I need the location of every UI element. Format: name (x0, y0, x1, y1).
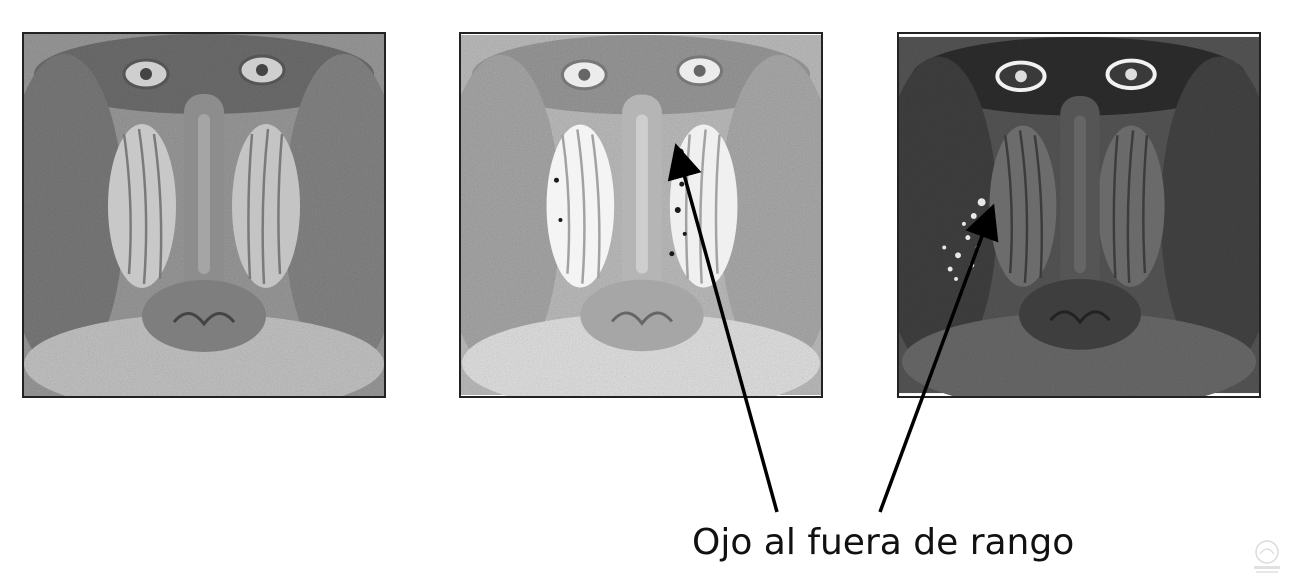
mandrill-image-bright (459, 32, 823, 398)
mandrill-face-original (24, 34, 384, 396)
caption-text: Ojo al fuera de rango (692, 522, 1075, 563)
mandrill-image-dark (897, 32, 1261, 398)
mandrill-face-dark (899, 36, 1259, 396)
mandrill-image-original (22, 32, 386, 398)
watermark-logo (1254, 540, 1280, 573)
mandrill-face-bright (461, 35, 821, 396)
